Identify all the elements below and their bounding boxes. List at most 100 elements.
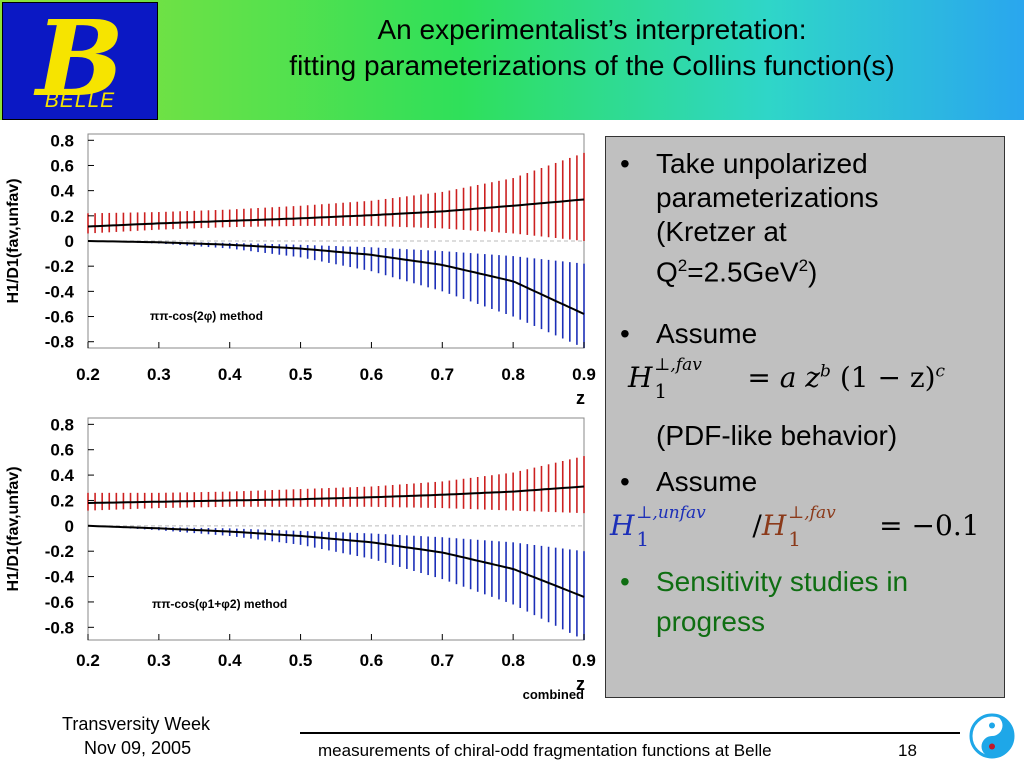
gev-value: =2.5GeV	[687, 256, 799, 288]
belle-logo-text: BELLE	[44, 89, 116, 112]
x-tick-label: 0.2	[76, 651, 100, 670]
y-tick-label: 0.4	[50, 466, 74, 485]
method-label: ππ-cos(φ1+φ2) method	[152, 597, 287, 611]
fit-curve-favored	[87, 198, 585, 228]
belle-logo-letter: B	[36, 0, 124, 120]
x-tick-label: 0.2	[76, 365, 100, 384]
fit-curve-unfavored	[87, 524, 585, 598]
y-tick-label: -0.2	[45, 257, 74, 276]
formula-sup-unfav: ⊥,unfav	[636, 502, 706, 523]
yin-yang-icon	[969, 713, 1015, 759]
belle-logo: B BELLE	[2, 0, 158, 120]
combined-label: combined	[523, 687, 584, 700]
footer-page-number: 18	[898, 741, 917, 760]
y-tick-label: 0.6	[50, 441, 74, 460]
bullet-marker: •	[620, 318, 630, 349]
x-tick-label: 0.9	[572, 365, 596, 384]
q-exponent: 2	[677, 256, 688, 275]
bullet-1-line-3: (Kretzer at	[656, 216, 787, 247]
x-tick-label: 0.8	[501, 365, 525, 384]
formula-fav: H ⊥,fav 1 = a zb (1 − z)c	[628, 355, 946, 403]
x-tick-label: 0.3	[147, 651, 171, 670]
bullet-4-line-2: progress	[656, 606, 765, 637]
footer-conference: Transversity Week	[62, 714, 211, 734]
formula-H: H	[628, 361, 653, 394]
formula-slash: /	[752, 509, 762, 542]
x-tick-label: 0.4	[218, 365, 242, 384]
plot-svg-bottom: 0.80.60.40.20-0.2-0.4-0.6-0.80.2 0.3 0.4 0.…	[5, 415, 596, 700]
collins-plot-cos2phi: 0.8 0.6 0.4 0.2 0 -0.2 -0.4 -0.6 -0.8 0.2 0.3 0.4 0.…	[0, 124, 600, 412]
formula-one-minus-z: (1 − z)	[830, 361, 936, 394]
formula-c: c	[935, 361, 946, 382]
y-tick-label: -0.8	[45, 333, 74, 352]
bullet-1-line-4: Q2=2.5GeV2)	[656, 249, 817, 289]
method-label: ππ-cos(2φ) method	[150, 309, 263, 323]
q-symbol: Q	[656, 256, 678, 288]
plot-svg-top: 0.80.60.40.20-0.2-0.4-0.6-0.80.2 0.3 0.4 0.…	[5, 131, 596, 408]
formula-b: b	[820, 361, 831, 382]
collins-plot-cosphi12: 0.8 0.6 0.4 0.2 0 -0.2 -0.4 -0.6 -0.8 0.2 0.3 0.4 0.…	[0, 408, 600, 700]
y-tick-label: -0.4	[45, 568, 75, 587]
x-tick-label: 0.4	[218, 651, 242, 670]
bullet-1-line-2: parameterizations	[656, 182, 879, 213]
footer-date: Nov 09, 2005	[84, 738, 192, 758]
gev-exponent: 2	[798, 256, 809, 275]
bullet-3-line-1: Assume	[656, 466, 758, 497]
x-tick-label: 0.7	[430, 365, 454, 384]
formula-value: = −0.1	[870, 509, 980, 542]
formula-ratio: H ⊥,unfav 1/H ⊥,fav 1 = −0.1	[610, 503, 980, 551]
y-tick-label: -0.2	[45, 542, 74, 561]
x-tick-label: 0.6	[360, 651, 384, 670]
bullet-1-line-1: Take unpolarized	[656, 148, 868, 179]
formula-sub-unfav: 1	[636, 526, 650, 551]
y-tick-label: -0.6	[45, 308, 74, 327]
y-tick-label: 0	[65, 232, 74, 251]
bullet-4-line-1: Sensitivity studies in	[656, 566, 909, 597]
formula-eq: =	[738, 361, 780, 394]
formula-sub: 1	[654, 378, 668, 403]
formula-a: a	[779, 361, 797, 394]
formula-sub-fav: 1	[788, 526, 802, 551]
x-tick-label: 0.6	[360, 365, 384, 384]
slide-header: B BELLE An experimentalist’s interpretat…	[0, 0, 1024, 120]
bullet-marker: •	[620, 566, 630, 597]
y-tick-label: 0.8	[50, 415, 74, 434]
title-line-2: fitting parameterizations of the Collins…	[289, 50, 895, 81]
footer-divider	[300, 732, 960, 734]
bullet-2-line-1: Assume	[656, 318, 758, 349]
x-tick-label: 0.5	[289, 365, 313, 384]
y-tick-label: -0.8	[45, 618, 74, 637]
y-tick-label: 0.8	[50, 131, 74, 150]
bullet-2-line-2: (PDF-like behavior)	[656, 420, 898, 451]
x-axis-label: z	[576, 674, 585, 694]
y-tick-label: 0.4	[50, 182, 74, 201]
x-tick-label: 0.3	[147, 365, 171, 384]
formula-sup: ⊥,fav	[654, 354, 702, 375]
formula-H-unfav: H	[610, 509, 635, 542]
fit-curve-favored	[87, 485, 585, 504]
slide-title: An experimentalist’s interpretation: fit…	[160, 12, 1024, 84]
footer-talk-title: measurements of chiral-odd fragmentation…	[318, 741, 772, 760]
y-tick-label: 0.2	[50, 207, 74, 226]
x-tick-label: 0.7	[430, 651, 454, 670]
paren-close: )	[808, 256, 818, 288]
y-tick-label: -0.6	[45, 593, 74, 612]
x-tick-label: 0.8	[501, 651, 525, 670]
x-tick-label: 0.9	[572, 651, 596, 670]
y-tick-label: 0.2	[50, 491, 74, 510]
formula-sup-fav: ⊥,fav	[788, 502, 836, 523]
y-tick-label: -0.4	[45, 282, 75, 301]
x-axis-label: z	[576, 388, 585, 408]
x-tick-label: 0.5	[289, 651, 313, 670]
y-axis-label: H1/D1(fav,unfav)	[5, 466, 22, 591]
bullet-marker: •	[620, 148, 630, 179]
title-line-1: An experimentalist’s interpretation:	[377, 14, 807, 45]
y-tick-label: 0.6	[50, 156, 74, 175]
formula-H-fav: H	[761, 509, 787, 542]
bullet-panel: • Take unpolarized parameterizations (Kr…	[605, 136, 1005, 698]
y-axis-label: H1/D1(fav,unfav)	[5, 178, 22, 303]
y-tick-label: 0	[65, 517, 74, 536]
fit-curve-unfavored	[87, 240, 585, 315]
bullet-marker: •	[620, 466, 630, 497]
formula-z: z	[796, 361, 821, 394]
